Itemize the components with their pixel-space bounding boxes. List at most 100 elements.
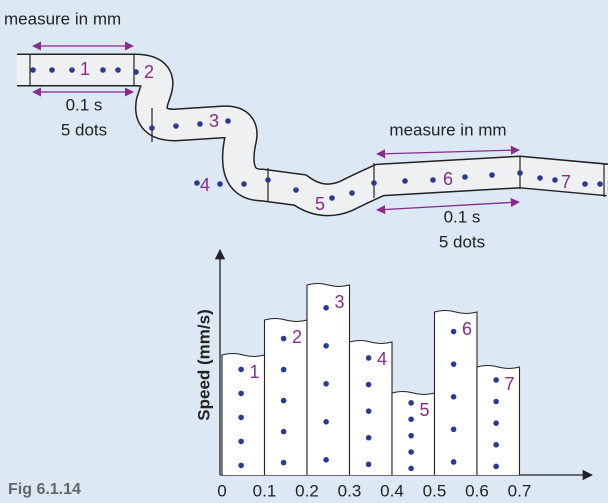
- tape-dot: [241, 181, 247, 187]
- strip-dot: [238, 438, 244, 445]
- ticker-tape: [17, 53, 608, 217]
- bar-label: 7: [504, 374, 514, 394]
- dots-label: 5 dots: [61, 120, 107, 139]
- x-tick-label: 0.1: [253, 481, 277, 500]
- tape-dot: [597, 181, 603, 187]
- strip-dot: [408, 400, 414, 406]
- tape-strip: [306, 282, 351, 475]
- tape-dot: [402, 178, 408, 184]
- segment-label: 4: [200, 175, 210, 195]
- tape-dot: [115, 67, 121, 73]
- tape-dot: [30, 67, 36, 73]
- tape-dot: [173, 123, 179, 129]
- dots-label: 5 dots: [439, 232, 485, 251]
- strip-dot: [280, 459, 287, 466]
- measure-label: measure in mm: [4, 9, 121, 28]
- strip-dot: [450, 328, 457, 335]
- tape-dot: [69, 67, 75, 73]
- tape-dot: [349, 190, 355, 196]
- segment-label: 5: [315, 194, 325, 214]
- time-label: 0.1 s: [66, 95, 103, 114]
- figure-label: Fig 6.1.14: [8, 481, 81, 498]
- tape-dot: [265, 177, 271, 183]
- strip-dot: [408, 465, 414, 472]
- strip-dot: [323, 457, 329, 463]
- measure-label: measure in mm: [389, 120, 506, 139]
- strip-dot: [450, 426, 457, 433]
- bar-label: 4: [377, 349, 387, 369]
- strip-dot: [323, 381, 329, 387]
- strip-dot: [280, 335, 287, 342]
- strip-dot: [450, 393, 457, 400]
- strip-dot: [450, 361, 457, 367]
- strip-dot: [365, 408, 372, 414]
- strip-dot: [323, 419, 329, 425]
- strip-dot: [365, 434, 372, 441]
- tape-dot: [537, 175, 543, 181]
- tape-dot: [217, 181, 223, 187]
- tape-strip: [348, 339, 393, 475]
- strip-dot: [323, 305, 329, 311]
- segment-label: 1: [80, 59, 90, 79]
- tape-dot: [329, 195, 335, 201]
- x-tick-label: 0: [217, 481, 226, 500]
- bar-label: 1: [249, 362, 259, 382]
- tape-dot: [582, 181, 588, 187]
- strip-dot: [493, 420, 499, 426]
- tape-dot: [552, 177, 558, 183]
- tape-dot: [293, 187, 299, 193]
- y-axis-label: Speed (mm/s): [194, 309, 213, 420]
- strip-dot: [238, 390, 244, 397]
- tape-strip: [433, 309, 478, 475]
- tape-dot: [462, 174, 468, 180]
- segment-label: 2: [144, 62, 154, 82]
- strip-dot: [493, 441, 499, 448]
- strip-dot: [238, 414, 244, 421]
- x-tick-label: 0.2: [295, 481, 319, 500]
- strip-dot: [365, 381, 372, 388]
- x-tick-label: 0.5: [423, 481, 447, 500]
- strip-dot: [280, 428, 287, 435]
- x-tick-label: 0.4: [380, 481, 404, 500]
- strip-dot: [493, 377, 499, 383]
- tape-dot: [197, 121, 203, 127]
- strip-dot: [365, 461, 372, 468]
- tape-dot: [430, 177, 436, 183]
- time-label: 0.1 s: [444, 207, 481, 226]
- tape-dot: [489, 172, 495, 178]
- strip-dot: [408, 432, 414, 439]
- bar-label: 2: [292, 327, 302, 347]
- strip-dot: [365, 355, 372, 361]
- strip-dot: [450, 459, 457, 465]
- tape-strip: [391, 390, 436, 475]
- measure-arrow: [376, 145, 520, 159]
- tape-dot: [49, 67, 55, 73]
- segment-label: 7: [561, 172, 571, 192]
- tape-strip: [263, 317, 308, 475]
- x-tick-label: 0.7: [508, 481, 532, 500]
- strip-dot: [280, 397, 287, 404]
- tape-dot: [371, 180, 377, 186]
- strip-dot: [493, 463, 499, 470]
- interval-arrow: [376, 197, 520, 215]
- tape-dot: [149, 125, 155, 131]
- bar-label: 5: [419, 400, 429, 420]
- strip-dot: [493, 398, 499, 405]
- strip-dot: [280, 366, 287, 373]
- strip-dot: [408, 416, 414, 423]
- tape-strip: [221, 352, 266, 475]
- strip-dot: [323, 343, 329, 349]
- tape-dot: [100, 67, 106, 73]
- strip-dot: [238, 366, 244, 373]
- bar-label: 3: [334, 292, 344, 312]
- tape-dot: [194, 180, 200, 186]
- tape-dot: [225, 118, 231, 124]
- strip-dot: [408, 449, 414, 455]
- segment-label: 6: [443, 169, 453, 189]
- segment-label: 3: [209, 111, 219, 131]
- tape-dot: [517, 170, 523, 176]
- x-tick-label: 0.6: [465, 481, 489, 500]
- tape-body: [17, 55, 608, 215]
- bar-label: 6: [462, 319, 472, 339]
